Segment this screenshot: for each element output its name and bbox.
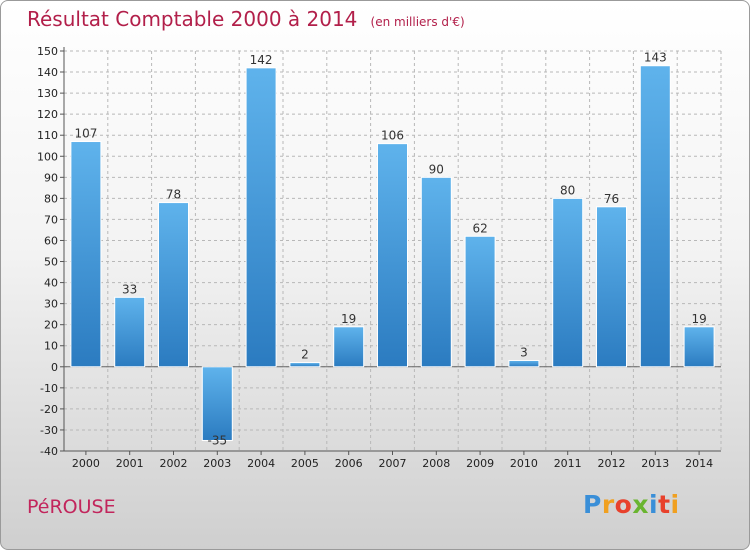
proxiti-logo: Proxiti bbox=[583, 490, 680, 519]
x-tick-label-2010: 2010 bbox=[510, 457, 538, 470]
value-label-2012: 76 bbox=[604, 192, 619, 206]
x-tick-label-2004: 2004 bbox=[247, 457, 275, 470]
value-label-2003: -35 bbox=[207, 433, 227, 447]
bar-2013 bbox=[639, 65, 671, 368]
bars bbox=[70, 65, 715, 441]
y-tick-label: 10 bbox=[44, 340, 58, 353]
y-tick-label: 150 bbox=[37, 45, 58, 58]
x-tick-label-2001: 2001 bbox=[116, 457, 144, 470]
y-tick-label: 20 bbox=[44, 319, 58, 332]
x-tick-label-2009: 2009 bbox=[466, 457, 494, 470]
y-tick-label: 50 bbox=[44, 256, 58, 269]
bar-2004 bbox=[245, 67, 277, 368]
value-label-2007: 106 bbox=[381, 129, 404, 143]
bar-2002 bbox=[158, 202, 189, 368]
value-label-2004: 142 bbox=[250, 53, 273, 67]
x-tick-label-2011: 2011 bbox=[554, 457, 582, 470]
bar-2009 bbox=[464, 235, 496, 368]
bar-2010 bbox=[508, 359, 540, 368]
y-tick-label: 60 bbox=[44, 234, 58, 247]
y-tick-label: -40 bbox=[40, 445, 58, 458]
x-tick-label-2003: 2003 bbox=[203, 457, 231, 470]
y-tick-label: 90 bbox=[44, 171, 58, 184]
value-label-2014: 19 bbox=[691, 312, 706, 326]
y-tick-label: 40 bbox=[44, 277, 58, 290]
value-label-2013: 143 bbox=[644, 51, 667, 65]
bar-2014 bbox=[683, 326, 715, 368]
title-row: Résultat Comptable 2000 à 2014 (en milli… bbox=[27, 7, 465, 31]
x-tick-label-2008: 2008 bbox=[422, 457, 450, 470]
y-tick-label: 80 bbox=[44, 192, 58, 205]
value-label-2000: 107 bbox=[74, 127, 97, 141]
value-label-2001: 33 bbox=[122, 282, 137, 296]
y-tick-label: 110 bbox=[37, 129, 58, 142]
y-tick-label: 100 bbox=[37, 150, 58, 163]
y-tick-label: -10 bbox=[40, 382, 58, 395]
y-tick-label: 30 bbox=[44, 298, 58, 311]
x-tick-label-2013: 2013 bbox=[641, 457, 669, 470]
x-tick-label-2002: 2002 bbox=[160, 457, 188, 470]
y-tick-label: 130 bbox=[37, 87, 58, 100]
x-tick-label-2005: 2005 bbox=[291, 457, 319, 470]
value-label-2011: 80 bbox=[560, 183, 575, 197]
bar-2003 bbox=[201, 366, 233, 441]
commune-name: PéROUSE bbox=[27, 496, 116, 518]
bar-2006 bbox=[333, 326, 365, 368]
x-tick-label-2007: 2007 bbox=[379, 457, 407, 470]
chart-subtitle: (en milliers d'€) bbox=[370, 15, 465, 29]
bar-2012 bbox=[596, 206, 627, 368]
logo-letter: i bbox=[649, 490, 659, 519]
logo-letter: r bbox=[601, 490, 615, 519]
value-label-2008: 90 bbox=[429, 162, 444, 176]
logo-letter: o bbox=[614, 490, 633, 519]
y-tick-label: 120 bbox=[37, 108, 58, 121]
logo-letter: t bbox=[658, 490, 671, 519]
value-label-2009: 62 bbox=[472, 221, 487, 235]
value-label-2002: 78 bbox=[166, 188, 181, 202]
y-tick-label: 0 bbox=[51, 361, 58, 374]
bar-2000 bbox=[70, 141, 102, 368]
x-tick-label-2014: 2014 bbox=[685, 457, 713, 470]
y-tick-label: 70 bbox=[44, 213, 58, 226]
y-tick-label: -30 bbox=[40, 424, 58, 437]
bar-2005 bbox=[289, 362, 321, 368]
value-label-2006: 19 bbox=[341, 312, 356, 326]
logo-letter: P bbox=[583, 490, 602, 519]
x-tick-label-2000: 2000 bbox=[72, 457, 100, 470]
y-tick-label: 140 bbox=[37, 66, 58, 79]
x-tick-label-2006: 2006 bbox=[335, 457, 363, 470]
chart-title: Résultat Comptable 2000 à 2014 bbox=[27, 7, 358, 31]
value-label-2010: 3 bbox=[520, 345, 528, 359]
value-labels: 107 33 78 -35 142 2 19 106 90 62 3 80 76 143 19 bbox=[74, 51, 706, 448]
x-tick-label-2012: 2012 bbox=[598, 457, 626, 470]
logo-letter: x bbox=[632, 490, 649, 519]
bar-2007 bbox=[377, 143, 408, 368]
bar-2011 bbox=[552, 197, 584, 368]
bar-2001 bbox=[114, 296, 146, 368]
bar-2008 bbox=[420, 176, 452, 368]
logo-letter: i bbox=[670, 490, 680, 519]
value-label-2005: 2 bbox=[301, 348, 309, 362]
y-tick-label: -20 bbox=[40, 403, 58, 416]
